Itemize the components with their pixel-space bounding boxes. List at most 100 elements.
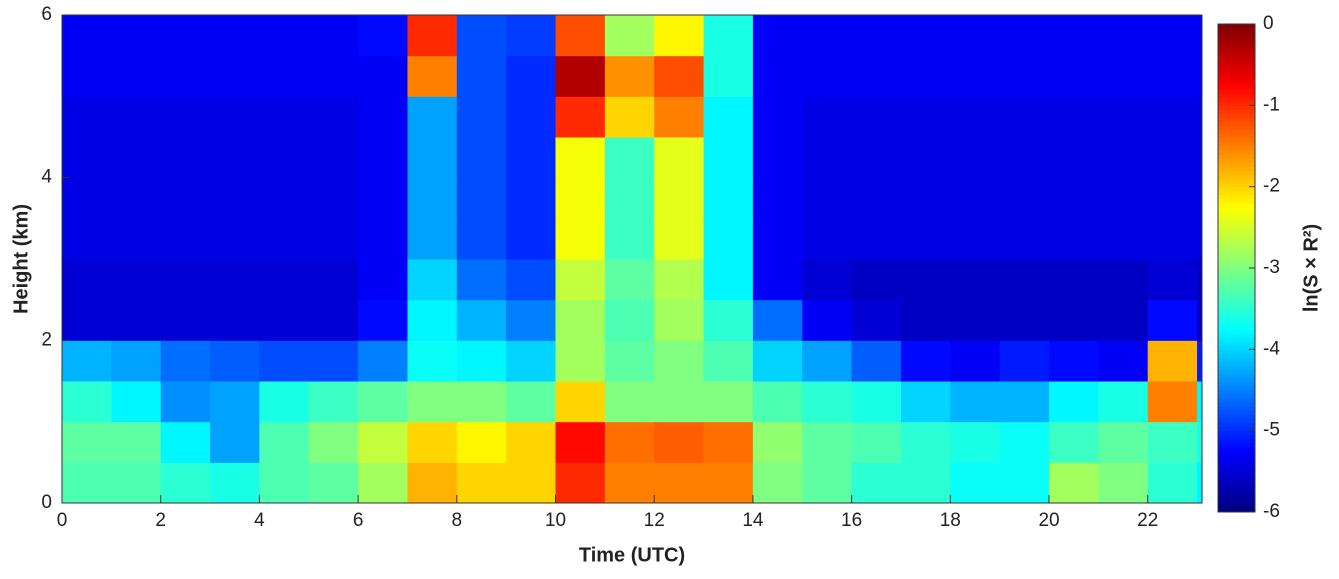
cell [1197,15,1203,57]
colorbar-swatch [1218,365,1255,371]
cell [604,381,655,423]
cell [752,15,803,57]
colorbar-swatch [1218,182,1255,188]
cell [900,340,951,382]
colorbar-swatch [1218,442,1255,448]
cell [950,137,1001,179]
cell [851,177,902,219]
cell [900,55,951,97]
colorbar-swatch [1218,85,1255,90]
colorbar-swatch [1218,491,1255,497]
colorbar-swatch [1218,288,1255,293]
colorbar-swatch [1218,166,1255,171]
cell [999,421,1050,463]
x-tick-label: 6 [353,510,364,531]
colorbar-swatch [1218,369,1255,375]
colorbar-swatch [1218,398,1255,403]
colorbar-label: ln(S × R²) [1300,224,1322,312]
cell [1098,299,1149,341]
cell [62,381,112,423]
cell [62,55,112,97]
colorbar-swatch [1218,495,1255,501]
colorbar-swatch [1218,146,1255,151]
cell [900,218,951,260]
cell [308,340,359,382]
cell [259,15,310,57]
cell [604,218,655,260]
cell [1147,299,1198,341]
cell [752,96,803,138]
colorbar-swatch [1218,247,1255,253]
cell [654,259,705,301]
cell [1049,96,1099,138]
colorbar-swatch [1218,341,1255,346]
cell [802,299,853,341]
cell [1049,340,1099,382]
x-tick-label: 14 [742,510,764,531]
cell [407,381,458,423]
cell [160,55,211,97]
cell [456,218,507,260]
colorbar-swatch [1218,272,1255,277]
cell [259,137,310,179]
colorbar-swatch [1218,93,1255,98]
colorbar-swatch [1218,141,1255,147]
colorbar-swatch [1218,44,1255,49]
cell [160,340,211,382]
cell [1197,462,1203,504]
x-tick-label: 4 [254,510,265,531]
colorbar-swatch [1218,178,1255,184]
cell [851,299,902,341]
cell [62,15,112,57]
cell [358,15,408,57]
cell [703,462,754,504]
cell [308,96,359,138]
colorbar-tick-label: -4 [1263,338,1280,359]
cell [1049,15,1099,57]
cell [111,381,162,423]
cell [308,381,359,423]
cell [950,299,1001,341]
colorbar-swatch [1218,483,1255,489]
cell [752,421,803,463]
colorbar-swatch [1218,475,1255,480]
cell [111,340,162,382]
cell [900,96,951,138]
cell [1147,137,1198,179]
colorbar-swatch [1218,308,1255,314]
y-tick-label: 0 [41,492,52,513]
colorbar-swatch [1218,251,1255,257]
cell [999,299,1050,341]
colorbar-swatch [1218,353,1255,358]
cell [358,340,408,382]
colorbar-swatch [1218,426,1255,432]
cell [456,15,507,57]
cell [703,299,754,341]
cell [308,137,359,179]
cell [999,177,1050,219]
cell [654,177,705,219]
cell [1147,381,1198,423]
colorbar-swatch [1218,333,1255,338]
cell [900,299,951,341]
cell [703,218,754,260]
cell [851,55,902,97]
cell [950,421,1001,463]
cell [308,299,359,341]
colorbar-swatch [1218,52,1255,58]
cell [1147,55,1198,97]
cell [555,340,606,382]
colorbar-swatch [1218,280,1255,285]
x-tick-label: 12 [644,510,665,531]
cell [358,259,408,301]
colorbar-swatch [1218,296,1255,302]
colorbar-swatch [1218,324,1255,330]
colorbar-swatch [1218,207,1255,212]
colorbar-swatch [1218,263,1255,269]
colorbar-swatch [1218,158,1255,163]
cell [456,299,507,341]
cell [703,259,754,301]
colorbar-swatch [1218,48,1255,53]
cell [950,15,1001,57]
